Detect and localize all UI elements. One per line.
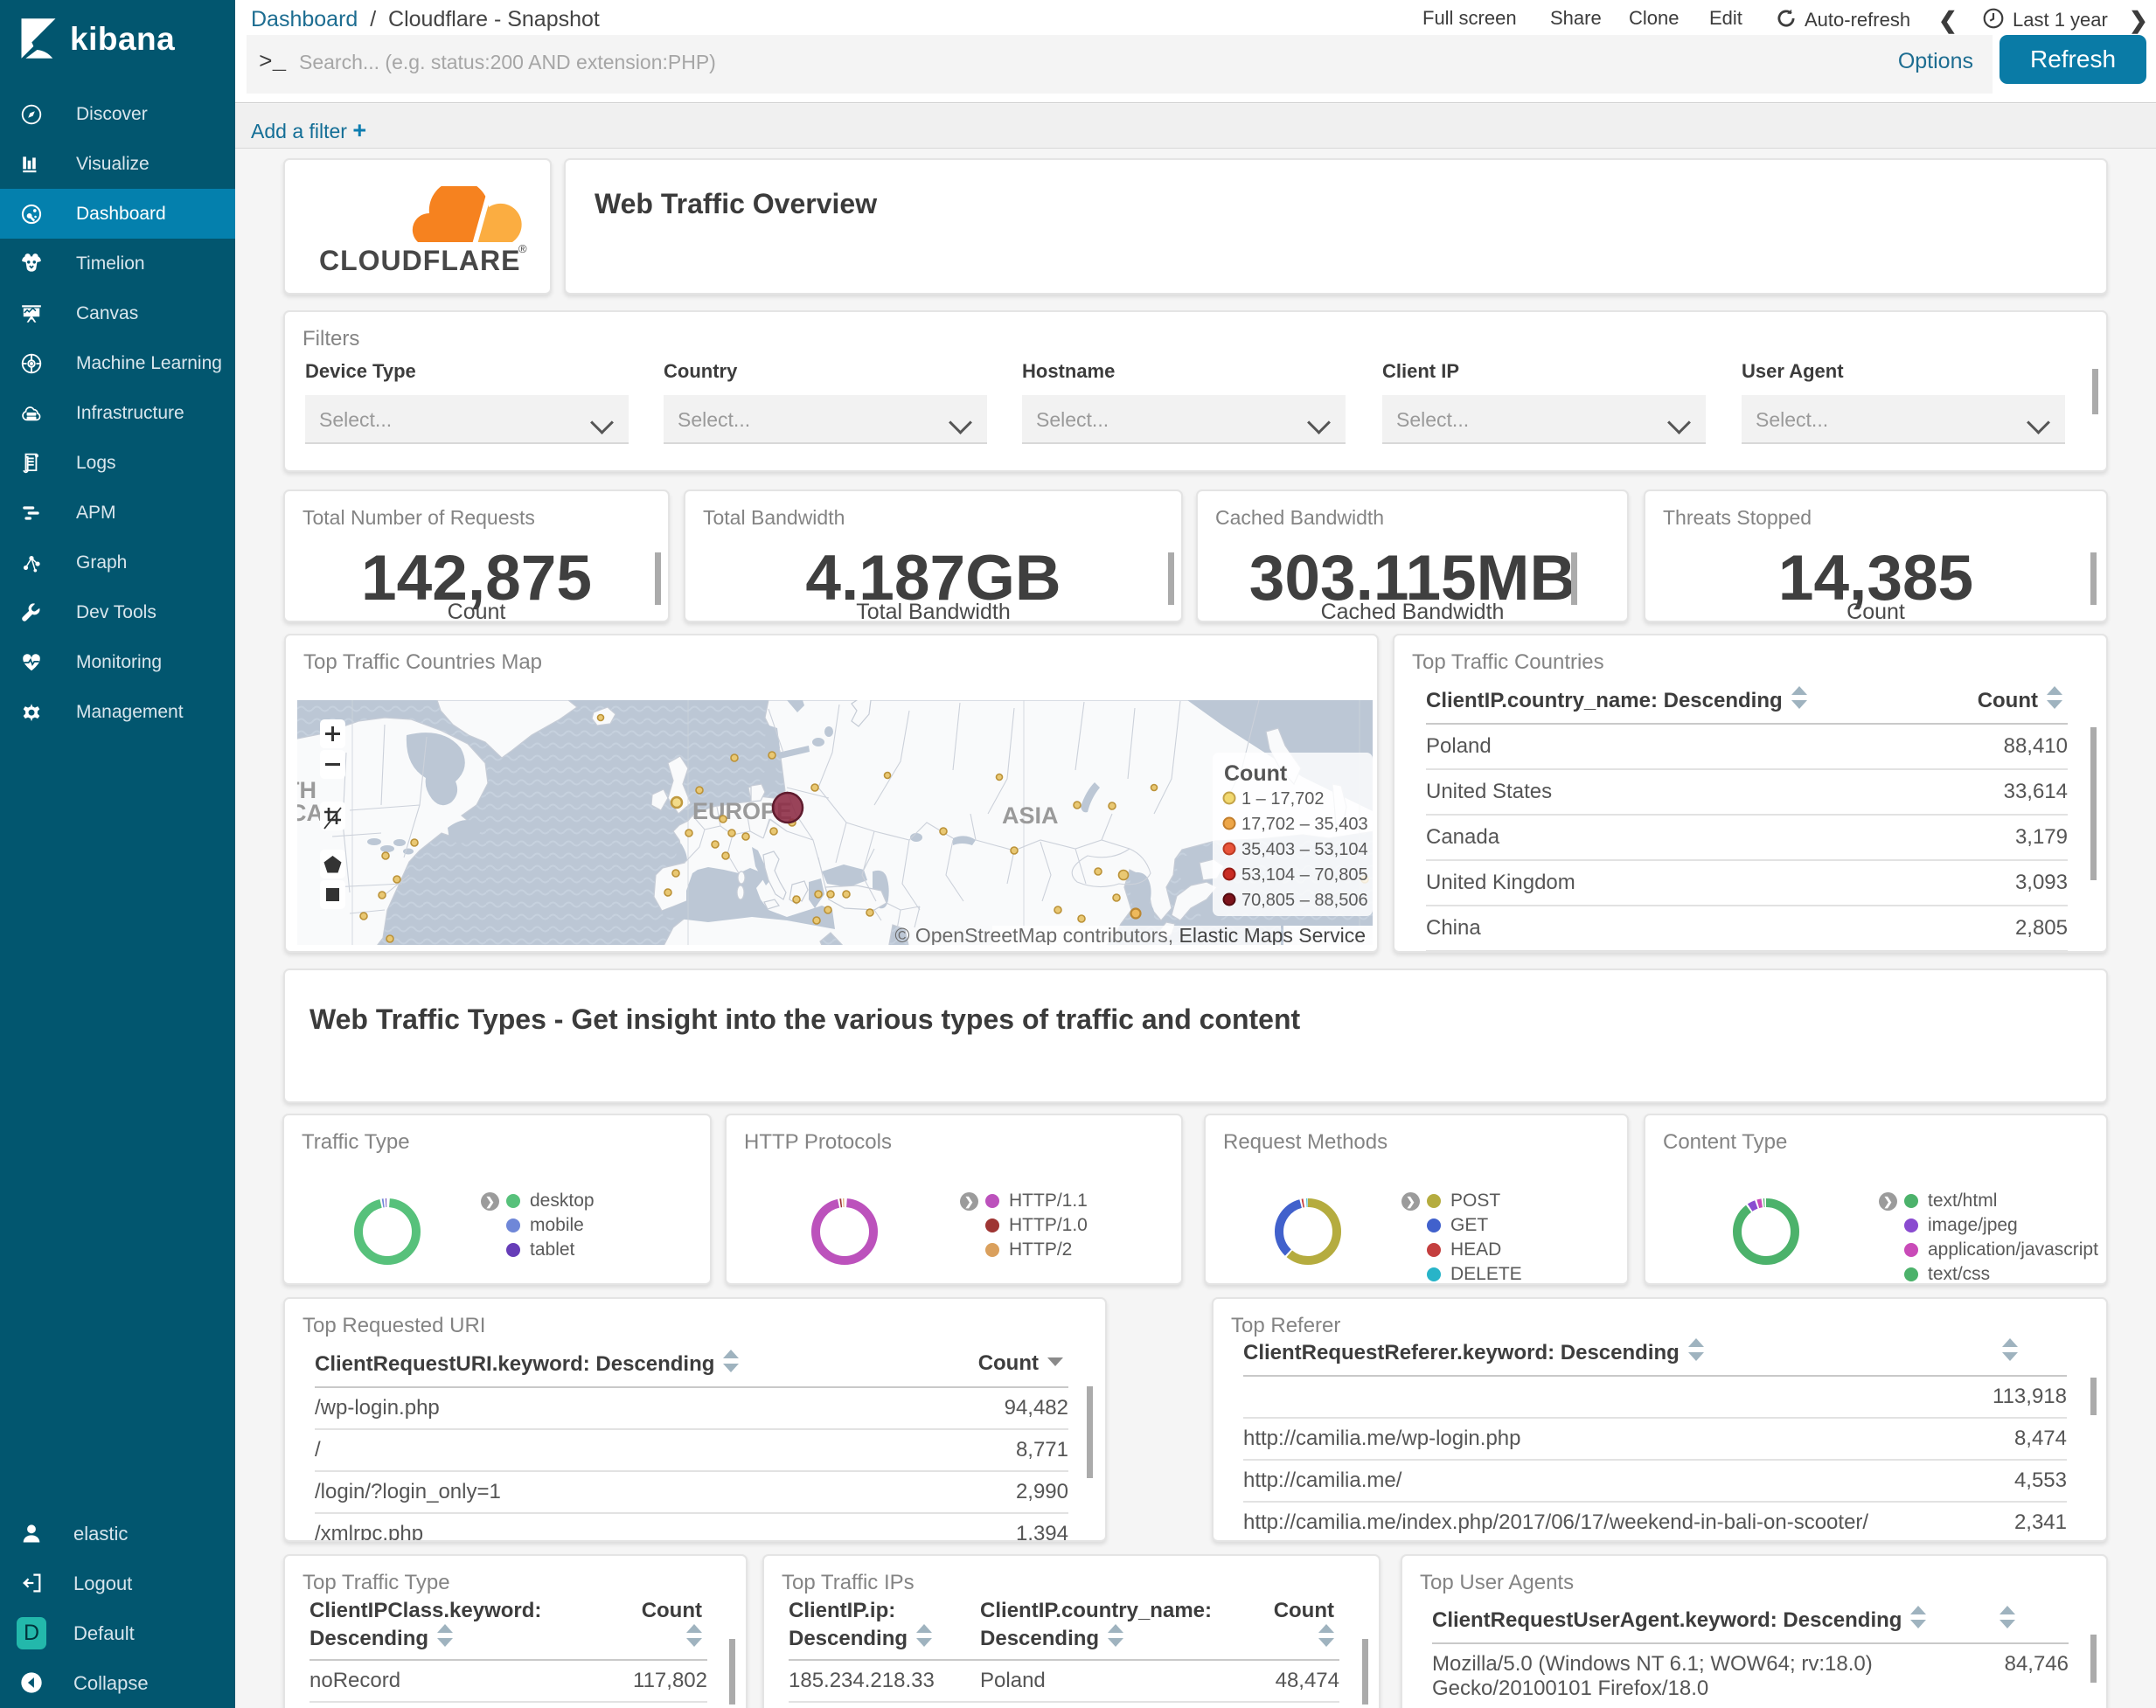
svg-text:AMERICA: AMERICA	[297, 800, 323, 826]
svg-text:1 – 17,702: 1 – 17,702	[1241, 789, 1325, 809]
svg-text:70,805 – 88,506: 70,805 – 88,506	[1241, 891, 1368, 910]
svg-text:NORTH: NORTH	[297, 777, 316, 803]
svg-text:53,104 – 70,805: 53,104 – 70,805	[1241, 865, 1368, 885]
svg-text:CLOUDFLARE: CLOUDFLARE	[319, 245, 520, 276]
svg-text:17,702 – 35,403: 17,702 – 35,403	[1241, 815, 1368, 834]
svg-text:Count: Count	[1224, 761, 1288, 786]
svg-text:ASIA: ASIA	[1002, 802, 1059, 829]
svg-text:35,403 – 53,104: 35,403 – 53,104	[1241, 840, 1368, 859]
svg-text:®: ®	[518, 242, 527, 255]
svg-text:© OpenStreetMap contributors,: © OpenStreetMap contributors, Elastic Ma…	[894, 924, 1366, 945]
